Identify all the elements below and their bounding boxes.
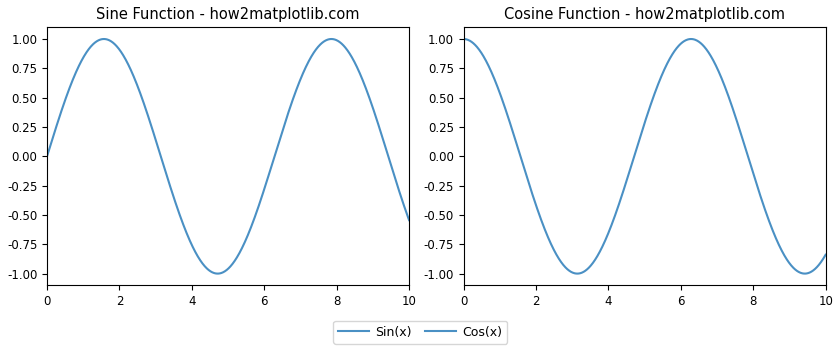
- Title: Cosine Function - how2matplotlib.com: Cosine Function - how2matplotlib.com: [504, 7, 785, 22]
- Legend: Sin(x), Cos(x): Sin(x), Cos(x): [333, 321, 507, 344]
- Title: Sine Function - how2matplotlib.com: Sine Function - how2matplotlib.com: [97, 7, 360, 22]
